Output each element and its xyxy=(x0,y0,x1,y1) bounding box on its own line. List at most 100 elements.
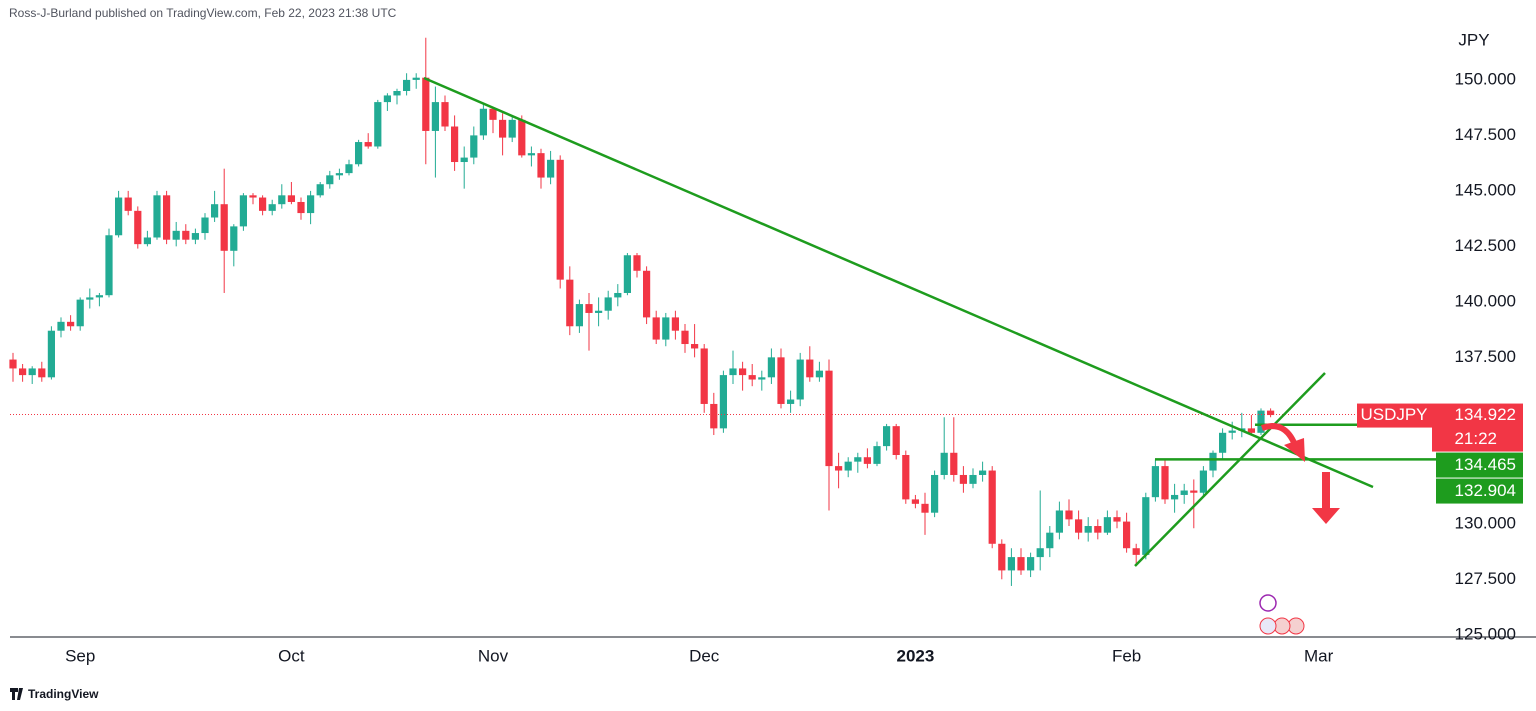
level-tag xyxy=(1436,478,1523,504)
y-tick-label: 147.500 xyxy=(1455,125,1516,144)
candle-body xyxy=(489,108,497,120)
candle-body xyxy=(998,543,1006,571)
candle-body xyxy=(883,426,891,447)
candle-body xyxy=(1228,430,1236,433)
candle-body xyxy=(931,474,939,513)
candle-body xyxy=(38,368,46,378)
candle-body xyxy=(211,204,219,218)
candle-body xyxy=(662,317,670,340)
countdown-label: 21:22 xyxy=(1454,429,1497,448)
candle-body xyxy=(796,359,804,400)
x-tick-label: Nov xyxy=(478,646,509,665)
candle-body xyxy=(556,159,564,280)
symbol-label: USDJPY xyxy=(1360,405,1427,424)
candle-body xyxy=(441,102,449,127)
candle-body xyxy=(1123,521,1131,549)
y-tick-label: 130.000 xyxy=(1455,513,1516,532)
y-tick-label: 140.000 xyxy=(1455,291,1516,310)
candle-body xyxy=(163,195,171,240)
brand: TradingView xyxy=(28,687,99,701)
candle-body xyxy=(268,204,276,211)
candle-body xyxy=(9,359,17,369)
candle-body xyxy=(182,230,190,240)
candle-body xyxy=(431,102,439,131)
downtrend-line xyxy=(423,76,1374,489)
candle-body xyxy=(1190,490,1198,493)
candle-body xyxy=(537,153,545,178)
candle-body xyxy=(595,310,603,313)
candle-body xyxy=(844,461,852,471)
candle-body xyxy=(806,359,814,378)
candle-body xyxy=(364,142,372,147)
candle-body xyxy=(1247,428,1255,433)
candle-body xyxy=(729,368,737,376)
candle-body xyxy=(287,195,295,202)
candle-body xyxy=(700,348,708,404)
candle-body xyxy=(67,321,75,327)
brand-logo xyxy=(10,688,23,700)
candle-body xyxy=(575,304,583,327)
down-arrow-head xyxy=(1312,508,1340,524)
y-tick-label: 137.500 xyxy=(1455,347,1516,366)
candle-body xyxy=(633,255,641,271)
byline: Ross-J-Burland published on TradingView.… xyxy=(9,6,397,20)
candle-body xyxy=(527,153,535,156)
candle-body xyxy=(1142,497,1150,555)
candle-body xyxy=(863,457,871,464)
candle-body xyxy=(710,403,718,429)
candle-body xyxy=(854,457,862,462)
candle-body xyxy=(988,470,996,544)
candle-body xyxy=(1055,510,1063,533)
price-label: 134.922 xyxy=(1455,405,1516,424)
candle-body xyxy=(57,321,65,331)
candle-body xyxy=(777,357,785,404)
candle-body xyxy=(86,297,94,300)
candle-body xyxy=(623,255,631,293)
y-tick-label: 142.500 xyxy=(1455,236,1516,255)
candle-body xyxy=(758,377,766,380)
candle-body xyxy=(959,474,967,484)
price-tag xyxy=(1432,403,1523,452)
candle-body xyxy=(979,470,987,475)
event-icon[interactable] xyxy=(1259,617,1277,635)
candle-body xyxy=(835,466,843,471)
candle-body xyxy=(652,317,660,340)
candle-body xyxy=(259,197,267,211)
candle-body xyxy=(412,77,420,80)
candle-body xyxy=(1180,490,1188,495)
candle-body xyxy=(345,164,353,174)
candle-body xyxy=(748,375,756,380)
candle-body xyxy=(297,201,305,214)
candle-body xyxy=(326,175,334,185)
candle-body xyxy=(1132,548,1140,555)
candle-body xyxy=(307,195,315,214)
candle-body xyxy=(1267,410,1275,416)
y-tick-label: 145.000 xyxy=(1455,180,1516,199)
event-icon[interactable] xyxy=(1259,594,1277,612)
candle-body xyxy=(105,235,113,296)
candle-body xyxy=(969,474,977,484)
candle-body xyxy=(451,126,459,163)
candle-body xyxy=(950,452,958,475)
candle-body xyxy=(76,299,84,327)
x-tick-label: 2023 xyxy=(896,646,934,665)
candle-body xyxy=(383,95,391,103)
candle-body xyxy=(691,344,699,349)
candle-body xyxy=(1103,517,1111,533)
curved-arrow xyxy=(1261,423,1298,447)
candle-body xyxy=(1171,494,1179,500)
x-tick-label: Sep xyxy=(65,646,95,665)
candle-body xyxy=(153,195,161,238)
level-label: 132.904 xyxy=(1455,481,1516,500)
candle-body xyxy=(681,330,689,345)
candle-body xyxy=(1007,557,1015,571)
candle-body xyxy=(335,173,343,176)
candle-body xyxy=(892,426,900,455)
candle-body xyxy=(739,368,747,376)
level-label: 134.465 xyxy=(1455,455,1516,474)
candle-body xyxy=(355,142,363,165)
uptrend-line xyxy=(1134,372,1326,567)
candle-body xyxy=(249,195,257,198)
